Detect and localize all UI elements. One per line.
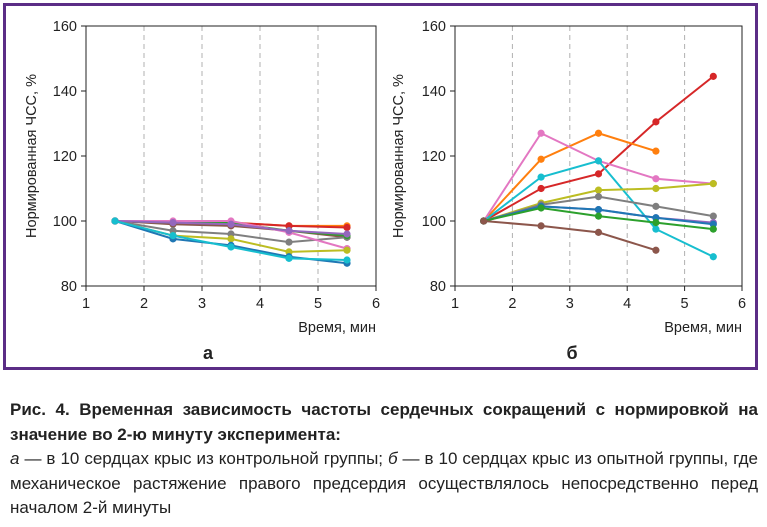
panel-b-x-tick-label: 4 xyxy=(623,296,631,312)
panel-b-series-5-point xyxy=(652,184,660,193)
panel-b-x-tick-label: 6 xyxy=(738,296,746,312)
panel-b-axes-frame xyxy=(454,25,743,287)
panel-b-series-9-point xyxy=(652,219,660,227)
panel-b-series-1-point xyxy=(537,184,545,193)
panel-b-series-3-point xyxy=(537,129,545,137)
panel-b-series-4-point xyxy=(594,157,603,165)
panel-a-x-tick-label: 1 xyxy=(82,296,90,312)
panel-b-series-6-point xyxy=(652,202,660,210)
panel-b-x-tick-label: 3 xyxy=(566,296,574,312)
panel-a-series-7-point xyxy=(227,235,235,243)
panel-a-y-tick-label: 120 xyxy=(53,149,77,165)
panel-b-series-line-10 xyxy=(483,220,657,252)
panel-b-series-2-point xyxy=(594,129,603,137)
panel-a-series-10-point xyxy=(169,232,177,240)
panel-b-y-tick-label: 120 xyxy=(422,149,446,165)
panel-b-series-9-point xyxy=(709,225,717,233)
panel-b-x-tick-label: 2 xyxy=(508,296,516,312)
caption-title: Рис. 4. Временная зависимость частоты се… xyxy=(10,400,758,444)
panel-b-series-2-point xyxy=(652,147,660,155)
panel-b-series-3-point xyxy=(652,175,660,183)
panel-a-series-4-point xyxy=(285,238,293,246)
panel-b-y-tick-label: 160 xyxy=(422,19,446,35)
panel-a-series-10-point xyxy=(343,256,351,264)
panel-b-series-9-point xyxy=(594,212,603,220)
panel-b-y-tick-label: 80 xyxy=(430,279,446,295)
panel-b-series-4-point xyxy=(709,253,717,261)
figure-frame xyxy=(3,3,758,370)
panel-b-series-4-point xyxy=(652,225,660,233)
panel-a-series-9-point xyxy=(285,227,293,235)
panel-a-x-tick-label: 6 xyxy=(372,296,380,312)
panel-a-series-10-point xyxy=(111,217,119,225)
panel-b-label: б xyxy=(566,343,577,363)
panel-b-series-8-point xyxy=(594,206,603,214)
panel-a-y-tick-label: 160 xyxy=(53,19,77,35)
panel-b-series-1-point xyxy=(652,118,660,126)
panel-b-x-axis-label: Время, мин xyxy=(664,320,742,336)
panel-a-series-9-point xyxy=(343,230,351,238)
panel-a-x-tick-label: 4 xyxy=(256,296,264,312)
panel-a-series-9-point xyxy=(169,219,177,227)
panel-b-series-4-point xyxy=(537,173,545,181)
panel-b-x-tick-label: 5 xyxy=(681,296,689,312)
panel-a-series-10-point xyxy=(285,254,293,262)
panel-a-y-axis-label: Нормированная ЧСС, % xyxy=(24,74,40,238)
caption-label-a: а xyxy=(10,449,20,468)
panel-a-series-7-point xyxy=(343,246,351,254)
panel-a-x-tick-label: 5 xyxy=(314,296,322,312)
panel-a-x-tick-label: 2 xyxy=(140,296,148,312)
panel-b-series-1-point xyxy=(709,72,717,80)
panel-b-y-tick-label: 100 xyxy=(422,214,446,230)
panel-b-series-5-point xyxy=(709,180,717,188)
panel-b-series-2-point xyxy=(537,155,545,163)
panel-a-x-axis-label: Время, мин xyxy=(298,320,376,336)
panel-b-series-9-point xyxy=(537,204,545,212)
panel-b-x-tick-label: 1 xyxy=(451,296,459,312)
panel-a-y-tick-label: 100 xyxy=(53,214,77,230)
panel-b-series-10-point xyxy=(537,222,545,230)
panel-b-series-6-point xyxy=(709,212,717,220)
panel-a-x-tick-label: 3 xyxy=(198,296,206,312)
panel-a-label: а xyxy=(203,343,214,363)
panel-a-series-10-point xyxy=(227,243,235,251)
panel-b-y-axis-label: Нормированная ЧСС, % xyxy=(391,74,407,238)
figure-caption: Рис. 4. Временная зависимость частоты се… xyxy=(10,398,758,521)
panel-b-y-tick-label: 140 xyxy=(422,84,446,100)
caption-label-b: б xyxy=(388,449,398,468)
panel-b-series-1-point xyxy=(594,170,603,178)
panel-a-series-9-point xyxy=(227,220,235,228)
panel-b-series-5-point xyxy=(594,186,603,194)
caption-text-b: — в 10 сердцах крыс из опытной группы, г… xyxy=(10,449,758,517)
panel-a-y-tick-label: 140 xyxy=(53,84,77,100)
panel-b-series-10-point xyxy=(652,246,660,254)
caption-text-a: — в 10 сердцах крыс из контрольной групп… xyxy=(19,449,388,468)
panel-a-y-tick-label: 80 xyxy=(61,279,77,295)
panel-b-series-6-point xyxy=(594,193,603,201)
panel-b-series-10-point xyxy=(480,217,488,225)
panel-b-series-10-point xyxy=(594,228,603,236)
panel-a-series-2-point xyxy=(343,223,351,232)
